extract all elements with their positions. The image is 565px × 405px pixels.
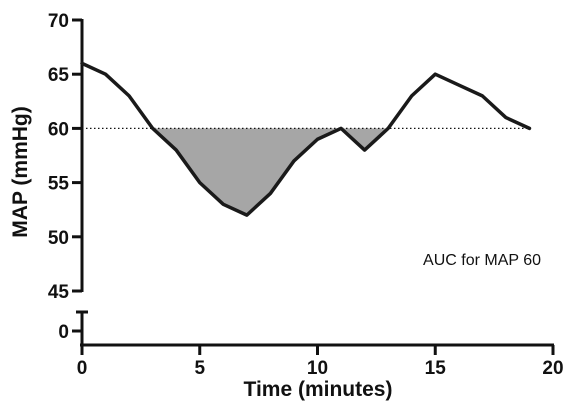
- auc-region: [152, 128, 389, 216]
- axes: [72, 18, 555, 355]
- auc-annotation: AUC for MAP 60: [423, 252, 541, 269]
- series-line-layer: [80, 61, 532, 217]
- x-axis-title: Time (minutes): [244, 378, 393, 401]
- x-tick-label: 15: [425, 358, 447, 379]
- y-tick-label: 70: [48, 11, 69, 32]
- y-tick-label: 65: [48, 65, 70, 86]
- x-tick-label: 10: [307, 358, 328, 379]
- y-tick-label: 60: [48, 119, 69, 140]
- map-series-line: [80, 61, 532, 217]
- x-tick-label: 5: [194, 358, 205, 379]
- x-tick-label: 0: [77, 358, 88, 379]
- tick-labels: 45 50 55 60 65 70 00 5 10 15 20: [48, 11, 564, 379]
- y-tick-label-zero: 0: [58, 322, 69, 343]
- x-tick-label: 20: [542, 358, 563, 379]
- y-tick-label: 45: [48, 282, 70, 303]
- y-axis-title: MAP (mmHg): [9, 106, 32, 237]
- y-tick-label: 50: [48, 228, 69, 249]
- y-tick-label: 55: [48, 174, 70, 195]
- auc-shaded-area: [152, 128, 389, 216]
